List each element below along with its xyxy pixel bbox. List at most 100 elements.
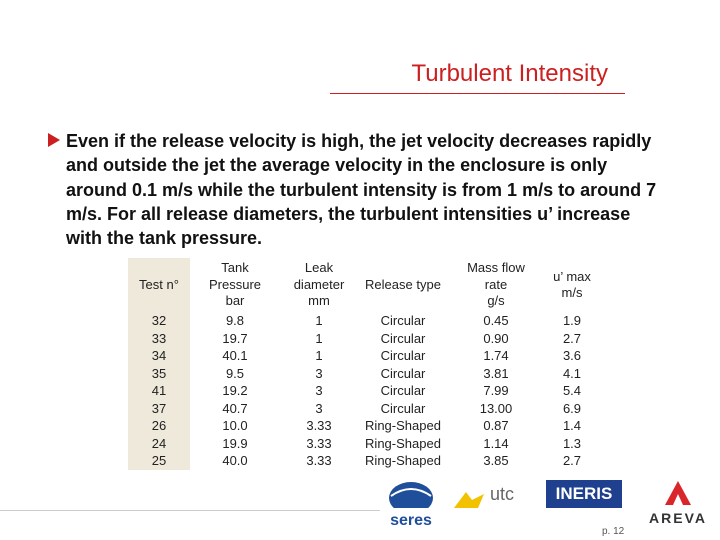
table-cell: 41	[128, 382, 190, 400]
table-row: 34 40.1 1 Circular 1.74 3.6	[128, 347, 600, 365]
table-row: 37 40.7 3 Circular 13.00 6.9	[128, 399, 600, 417]
table-row: 33 19.7 1 Circular 0.90 2.7	[128, 329, 600, 347]
table-cell: 1.14	[483, 435, 509, 451]
table-cell: 6.9	[562, 400, 582, 416]
table-cell: Ring-Shaped	[365, 453, 441, 468]
utc-icon	[454, 492, 484, 508]
areva-icon	[665, 481, 691, 505]
bullet-marker	[48, 133, 60, 147]
table-cell: 1	[315, 330, 323, 346]
header-row: Test n° Tank Pressure bar Leak diameter mm Rele…	[128, 258, 600, 312]
header-line: rate	[484, 276, 508, 292]
table-row: 26 10.0 3.33 Ring-Shaped 0.87 1.4	[128, 417, 600, 435]
title-rule	[330, 93, 625, 94]
table-cell: 0.87	[483, 418, 509, 433]
table-cell: 34	[128, 347, 190, 365]
table-cell: 40.0	[222, 453, 248, 468]
table-cell: Ring-Shaped	[365, 418, 441, 433]
table-cell: 9.5	[225, 365, 245, 381]
table-cell: 3.85	[483, 453, 509, 468]
table-cell: 3.33	[306, 435, 332, 451]
table-cell: 2.7	[562, 330, 582, 346]
table-cell: 3	[315, 400, 323, 416]
table-body: 32 9.8 1 Circular 0.45 1.9 33 19.7 1 Circular 0.90…	[128, 312, 600, 470]
table-cell: 3	[315, 383, 323, 398]
header-line: diameter	[293, 276, 345, 292]
table-cell: Circular	[380, 400, 426, 416]
table-cell: 0.45	[483, 313, 509, 328]
utc-logo: utc	[452, 484, 532, 514]
table-cell: Circular	[380, 383, 426, 398]
table-cell: 1.4	[562, 418, 582, 433]
header-cell: Mass flow rate g/s	[448, 258, 544, 312]
table-row: 35 9.5 3 Circular 3.81 4.1	[128, 364, 600, 382]
table-cell: 3	[315, 365, 323, 381]
header-line: mm	[308, 293, 330, 309]
table-cell: 40.7	[222, 400, 248, 416]
seres-text: seres	[390, 512, 432, 529]
table-cell: 7.99	[483, 383, 509, 398]
bullet-text: Even if the release velocity is high, th…	[66, 131, 657, 249]
seres-icon	[389, 482, 433, 514]
ineris-text: INERIS	[555, 484, 613, 503]
footer-line	[0, 510, 380, 511]
areva-logo: AREVA	[640, 480, 716, 525]
table-cell: 2.7	[562, 453, 582, 468]
table-cell: 40.1	[222, 348, 248, 363]
header-line: Tank	[221, 260, 249, 276]
table-cell: Circular	[380, 313, 426, 328]
table-cell: 0.90	[483, 330, 509, 346]
areva-text: AREVA	[649, 510, 707, 526]
table-cell: 1.3	[562, 435, 582, 451]
table-cell: 1.74	[483, 348, 509, 363]
table-cell: Circular	[380, 348, 426, 363]
table-cell: 37	[128, 399, 190, 417]
header-line: Leak	[304, 260, 334, 276]
header-cell: Leak diameter mm	[280, 258, 358, 312]
table-cell: 19.2	[222, 383, 248, 398]
page-number: p. 12	[602, 526, 625, 537]
table-cell: 3.33	[306, 453, 332, 468]
header-line: u’ max	[553, 268, 591, 284]
utc-text: utc	[490, 484, 515, 504]
table-cell: 35	[128, 364, 190, 382]
table-cell: 3.6	[562, 348, 582, 363]
table-cell: Ring-Shaped	[365, 435, 441, 451]
table-cell: 32	[128, 312, 190, 330]
table-cell: 5.4	[562, 383, 582, 398]
title: Turbulent Intensity	[411, 60, 608, 87]
table-cell: 33	[128, 329, 190, 347]
header-line: Pressure	[208, 276, 262, 292]
table-cell: 25	[128, 452, 190, 470]
header-cell: Release type	[358, 258, 448, 312]
table-cell: 9.8	[225, 313, 245, 328]
table-cell: 3.33	[306, 418, 332, 433]
table-cell: 1	[315, 313, 323, 328]
table-cell: 26	[128, 417, 190, 435]
header-cell: Tank Pressure bar	[190, 258, 280, 312]
header-line: Test n°	[139, 276, 179, 292]
table-row: 24 19.9 3.33 Ring-Shaped 1.14 1.3	[128, 434, 600, 452]
seres-logo: seres	[385, 476, 437, 529]
table-row: 41 19.2 3 Circular 7.99 5.4	[128, 382, 600, 400]
table-cell: 1	[315, 348, 323, 363]
table-cell: 19.9	[222, 435, 248, 451]
header-line: g/s	[487, 293, 505, 309]
table-cell: 13.00	[479, 400, 513, 416]
table-cell: Circular	[380, 365, 426, 381]
header-cell: u’ max m/s	[544, 258, 600, 312]
header-line: bar	[225, 293, 245, 309]
header-line: Mass flow	[467, 260, 525, 276]
data-table: Test n° Tank Pressure bar Leak diameter mm Rele…	[128, 258, 600, 470]
header-cell: Test n°	[128, 258, 190, 312]
table-cell: 3.81	[483, 365, 509, 381]
table-cell: 19.7	[222, 330, 248, 346]
table-cell: 24	[128, 434, 190, 452]
header-line: m/s	[561, 285, 583, 300]
ineris-logo: INERIS	[546, 480, 622, 508]
table-cell: 10.0	[222, 418, 248, 433]
table-row: 25 40.0 3.33 Ring-Shaped 3.85 2.7	[128, 452, 600, 470]
table-cell: 1.9	[562, 313, 582, 328]
table-cell: 4.1	[562, 365, 582, 381]
